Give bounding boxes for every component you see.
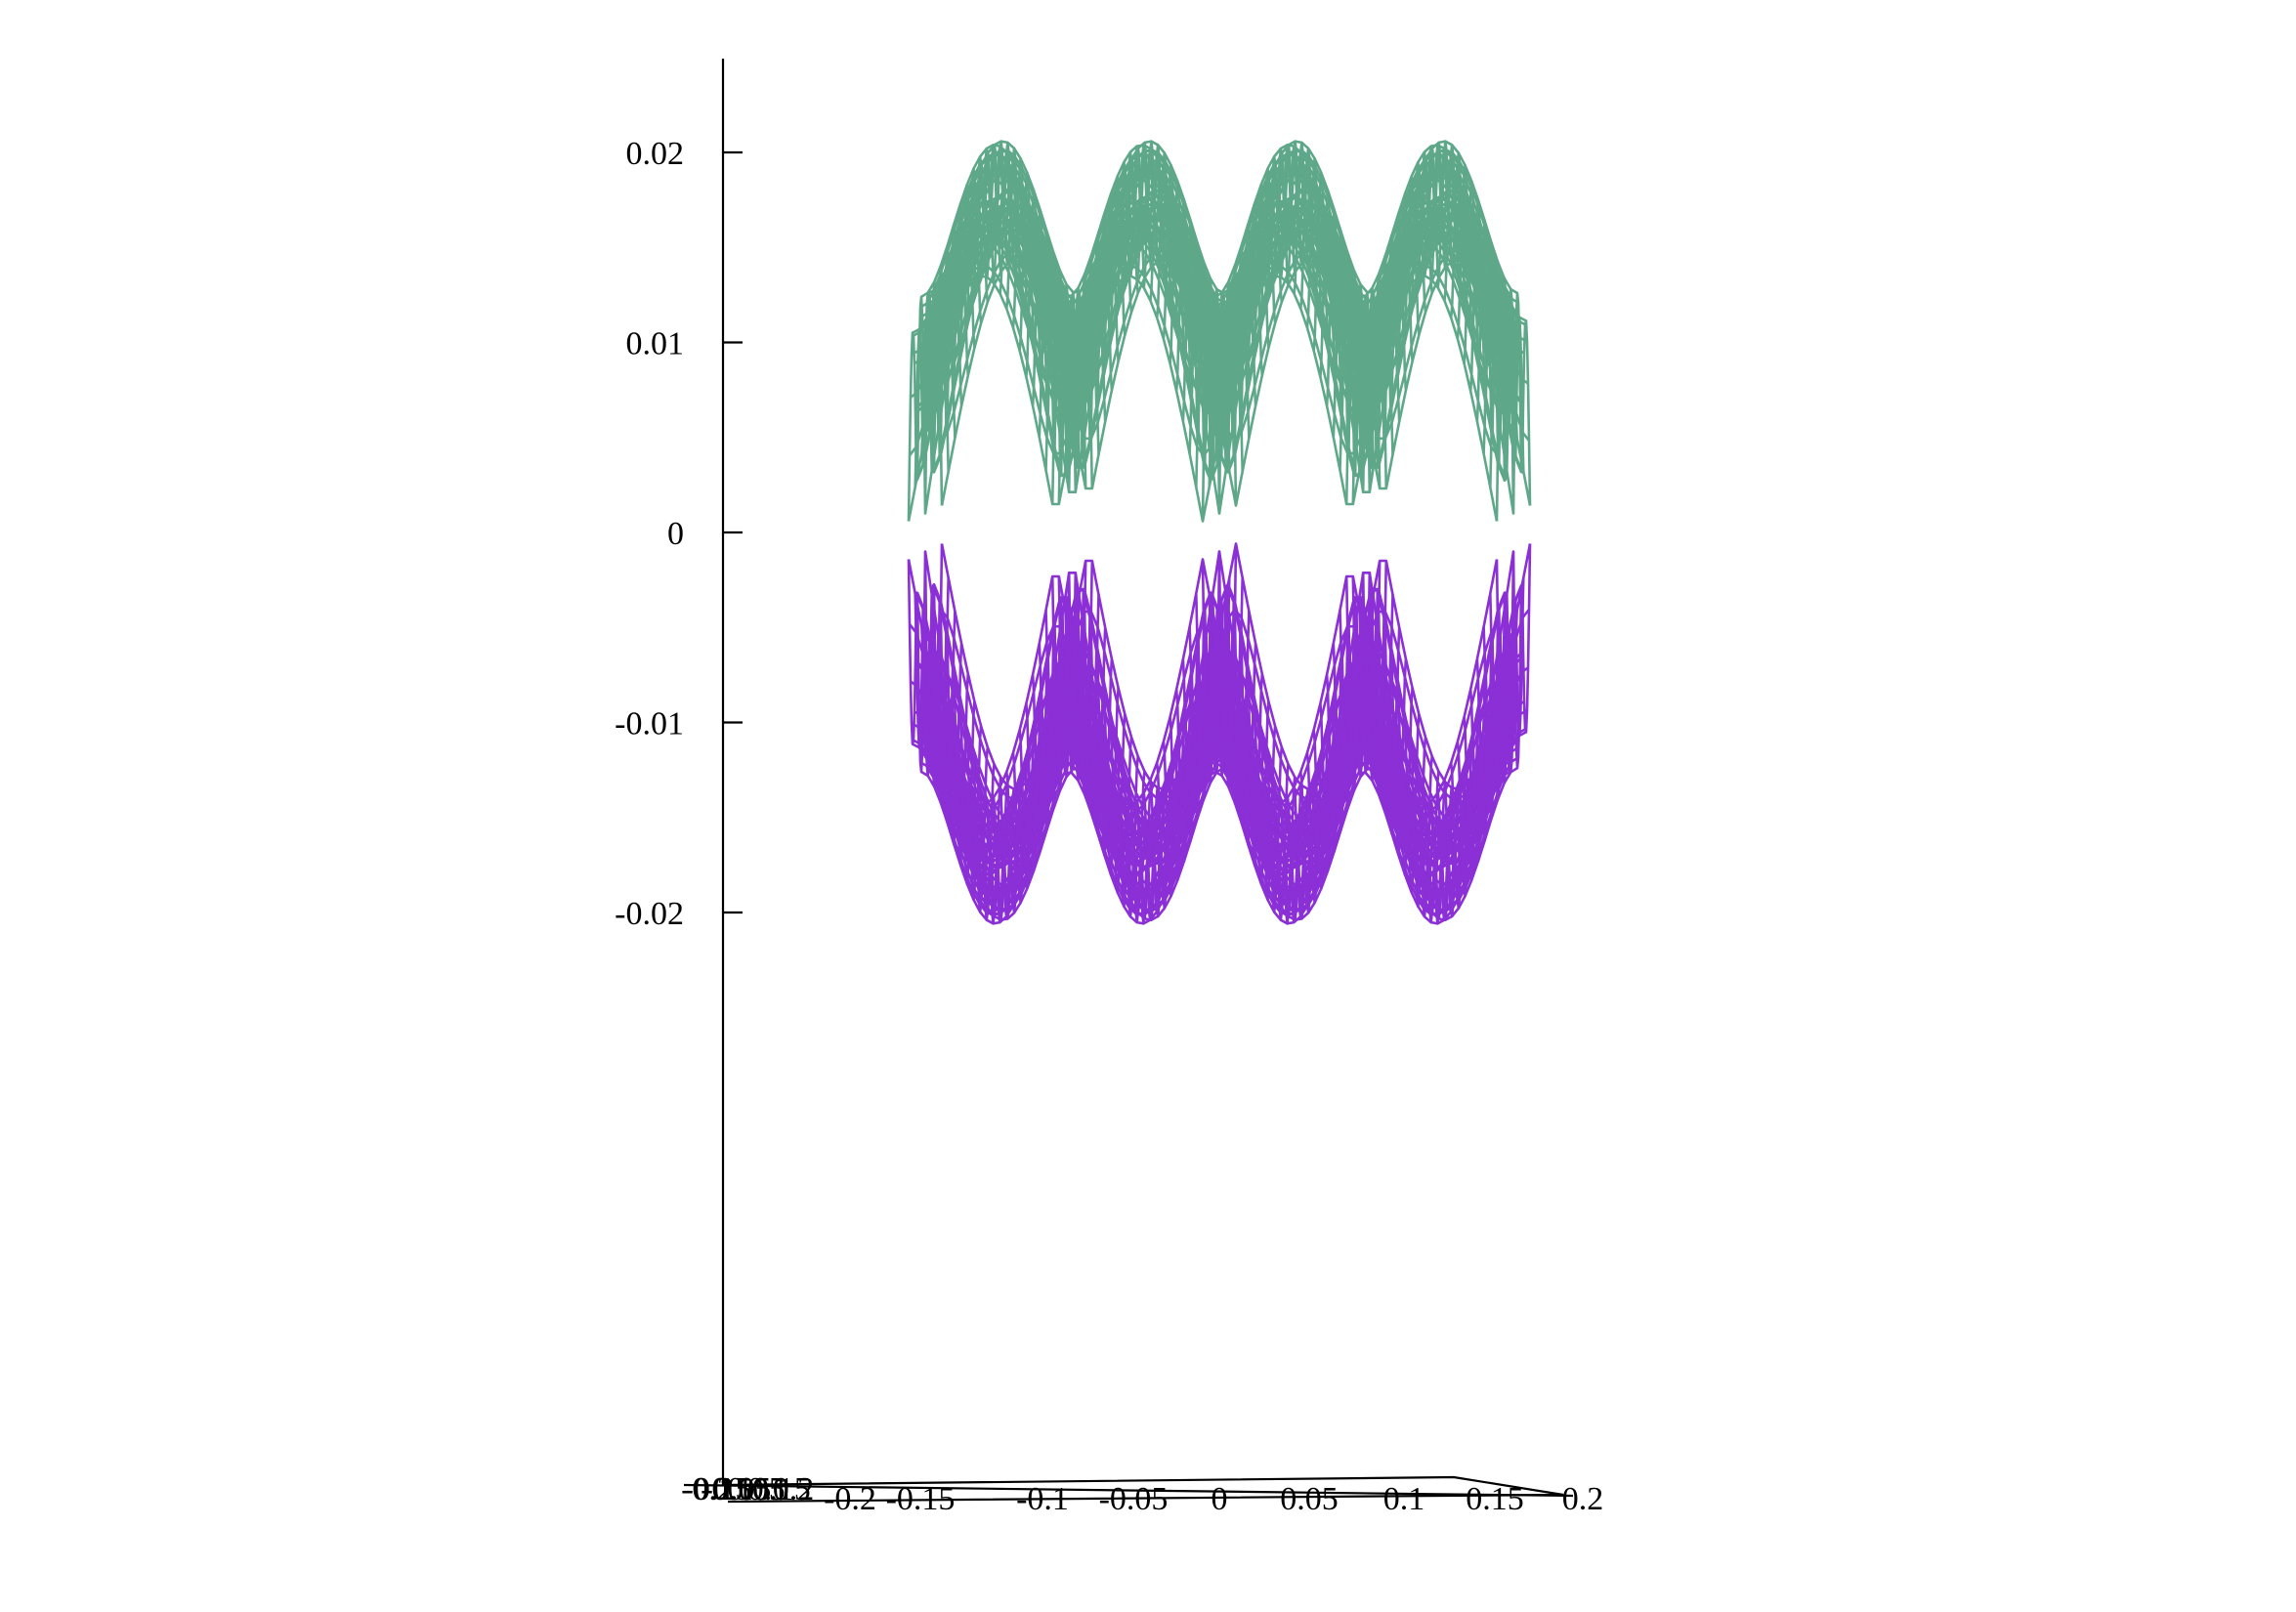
z-tick-label: 0.01 bbox=[626, 326, 685, 362]
mesh-line bbox=[1495, 543, 1532, 774]
x-tick-label: -0.1 bbox=[1016, 1481, 1069, 1517]
z-tick-label: -0.02 bbox=[615, 896, 684, 932]
mesh-line bbox=[1070, 627, 1107, 796]
y-tick-label: 0.15 bbox=[752, 1471, 811, 1507]
x-tick-label: -0.05 bbox=[1099, 1481, 1169, 1517]
mesh-line bbox=[946, 726, 983, 867]
axes: 0.020.010-0.01-0.02-0.2 -0.15 -0.1 -0.05 0 0.… bbox=[615, 59, 1603, 1517]
mesh-line bbox=[1214, 611, 1251, 788]
mesh-line bbox=[1240, 726, 1277, 867]
y-tick-label: 0.05 bbox=[727, 1471, 786, 1507]
mesh-line bbox=[940, 700, 976, 846]
y-tick-label: 0.1 bbox=[747, 1471, 789, 1507]
x-tick-label: -0.2 bbox=[824, 1481, 876, 1517]
z-tick-label: 0 bbox=[667, 516, 684, 552]
y-tick-label: -0.05 bbox=[702, 1471, 772, 1507]
x-tick-label: 0.2 bbox=[1562, 1481, 1604, 1517]
mesh-line bbox=[933, 673, 970, 825]
mesh-line bbox=[1495, 291, 1532, 522]
base-plane-outline bbox=[722, 1475, 1564, 1504]
z-tick-label: 0.02 bbox=[626, 136, 685, 172]
z-tick-label: -0.01 bbox=[615, 706, 684, 742]
mesh-line bbox=[1364, 627, 1401, 796]
x-tick-label: -0.15 bbox=[886, 1481, 956, 1517]
x-tick-label: 0.05 bbox=[1280, 1481, 1339, 1517]
mesh-line bbox=[1234, 700, 1270, 846]
mesh-line bbox=[1084, 688, 1120, 835]
y-tick-label: 0.2 bbox=[773, 1471, 815, 1507]
mesh-line bbox=[1384, 713, 1421, 857]
lower-band-surface bbox=[907, 542, 1532, 925]
x-tick-label: 0.1 bbox=[1383, 1481, 1425, 1517]
x-tick-label: 0 bbox=[1212, 1481, 1228, 1517]
y-tick-label: -0.15 bbox=[683, 1471, 752, 1507]
mesh-line bbox=[1220, 643, 1257, 805]
upper-band-surface bbox=[907, 140, 1532, 523]
y-tick-label: -0.2 bbox=[681, 1471, 734, 1507]
mesh-line bbox=[1378, 688, 1414, 835]
mesh-line bbox=[1077, 658, 1114, 815]
x-axis-line bbox=[683, 1483, 1574, 1498]
x-tick-label: 0.15 bbox=[1466, 1481, 1524, 1517]
y-tick-label: 0 bbox=[739, 1471, 755, 1507]
mesh-line bbox=[920, 611, 957, 788]
mesh-line bbox=[1090, 713, 1127, 857]
y-tick-label: -0.1 bbox=[701, 1471, 753, 1507]
mesh-line bbox=[1371, 658, 1408, 815]
mesh-line bbox=[926, 643, 963, 805]
mesh-line bbox=[1227, 673, 1264, 825]
